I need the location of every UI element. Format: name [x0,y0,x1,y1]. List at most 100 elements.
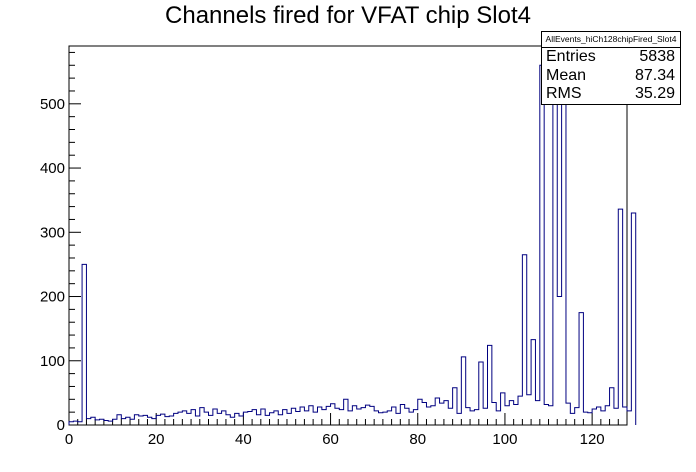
x-tick-label: 0 [65,431,73,448]
histogram-bin [474,410,478,425]
histogram-bin [169,416,173,425]
histogram-bin [95,420,99,425]
stats-rms-label: RMS [546,85,582,102]
histogram-bin [121,419,125,425]
histogram-bin [143,415,147,425]
stats-rms-value: 35.29 [634,85,675,102]
histogram-bin [426,407,430,425]
histogram-bin [283,410,287,425]
stats-histogram-name: AllEvents_hiCh128chipFired_Slot4 [542,32,680,48]
histogram-bin [100,419,104,425]
histogram-bin [69,422,73,425]
histogram-bin [540,65,544,425]
histogram-bin [627,411,631,425]
histogram-bin [335,408,339,425]
histogram-bin [195,416,199,425]
histogram-bin [230,417,234,425]
histogram-bin [217,413,221,425]
histogram-bin [601,411,605,425]
histogram-bin [139,416,143,425]
histogram-bin [156,415,160,425]
histogram-bin [435,398,439,425]
histogram-bin [243,412,247,425]
stats-row-entries: Entries 5838 [542,48,680,67]
histogram-bin [370,406,374,425]
x-tick-label: 40 [235,431,252,448]
y-tick-label: 100 [40,353,65,370]
y-tick-label: 500 [40,96,65,113]
histogram-bin [448,408,452,425]
histogram-bin [374,411,378,425]
histogram-bin [535,401,539,425]
stats-mean-value: 87.34 [634,66,675,84]
histogram-bin [418,399,422,425]
histogram-bin [457,413,461,425]
stats-entries-label: Entries [546,48,596,65]
stats-entries-value: 5838 [639,48,675,65]
histogram-bin [492,403,496,425]
histogram-bin [309,406,313,425]
histogram-bin [78,422,82,425]
histogram-bin [387,411,391,425]
histogram-bin [461,357,465,425]
histogram-bin [527,395,531,425]
histogram-bin [440,403,444,425]
histogram-bin [130,419,134,425]
histogram-bin [134,415,138,425]
histogram-bin [365,405,369,425]
histogram-bin [453,388,457,425]
histogram-bin [522,255,526,425]
histogram-bin [191,410,195,425]
x-tick-label: 80 [409,431,426,448]
histogram-bin [313,412,317,425]
histogram-bin [361,408,365,425]
histogram-bin [235,413,239,425]
histogram-bin [596,407,600,425]
histogram-bin [204,412,208,425]
y-tick-label: 300 [40,224,65,241]
histogram-bin [570,413,574,425]
histogram-bin [501,393,505,425]
histogram-bin [531,340,535,425]
histogram-bin [357,409,361,425]
histogram-bin [226,415,230,425]
histogram-bin [296,412,300,425]
histogram-bin [248,412,252,425]
histogram-bin [322,410,326,425]
histogram-bin [331,404,335,425]
histogram-bin [73,421,77,425]
histogram-bin [187,413,191,425]
histogram-bin [557,297,561,425]
x-tick-label: 60 [322,431,339,448]
x-tick-label: 120 [580,431,605,448]
histogram-bin [505,406,509,425]
histogram-bin [108,421,112,425]
histogram-bin [339,410,343,425]
histogram-bin [274,411,278,425]
histogram-bin [91,417,95,425]
histogram-bins [69,65,636,425]
histogram-bin [265,415,269,425]
histogram-bin [113,419,117,425]
histogram-bin [256,415,260,425]
histogram-bin [479,362,483,425]
histogram-bin [348,411,352,425]
stats-row-mean: Mean 87.34 [542,67,680,86]
histogram-bin [104,421,108,425]
histogram-bin [304,411,308,425]
histogram-bin [252,410,256,425]
histogram-bin [562,91,566,425]
y-tick-label: 400 [40,160,65,177]
histogram-series-line [68,64,637,425]
histogram-bin [444,401,448,425]
histogram-bin [605,406,609,425]
x-tick-label: 100 [492,431,517,448]
histogram-bin [575,408,579,425]
histogram-bin [566,403,570,425]
histogram-bin [261,409,265,425]
y-tick-label: 0 [57,417,65,434]
histogram-bin [300,407,304,425]
histogram-bin [431,406,435,425]
histogram-bin [466,408,470,425]
y-tick-label: 200 [40,289,65,306]
